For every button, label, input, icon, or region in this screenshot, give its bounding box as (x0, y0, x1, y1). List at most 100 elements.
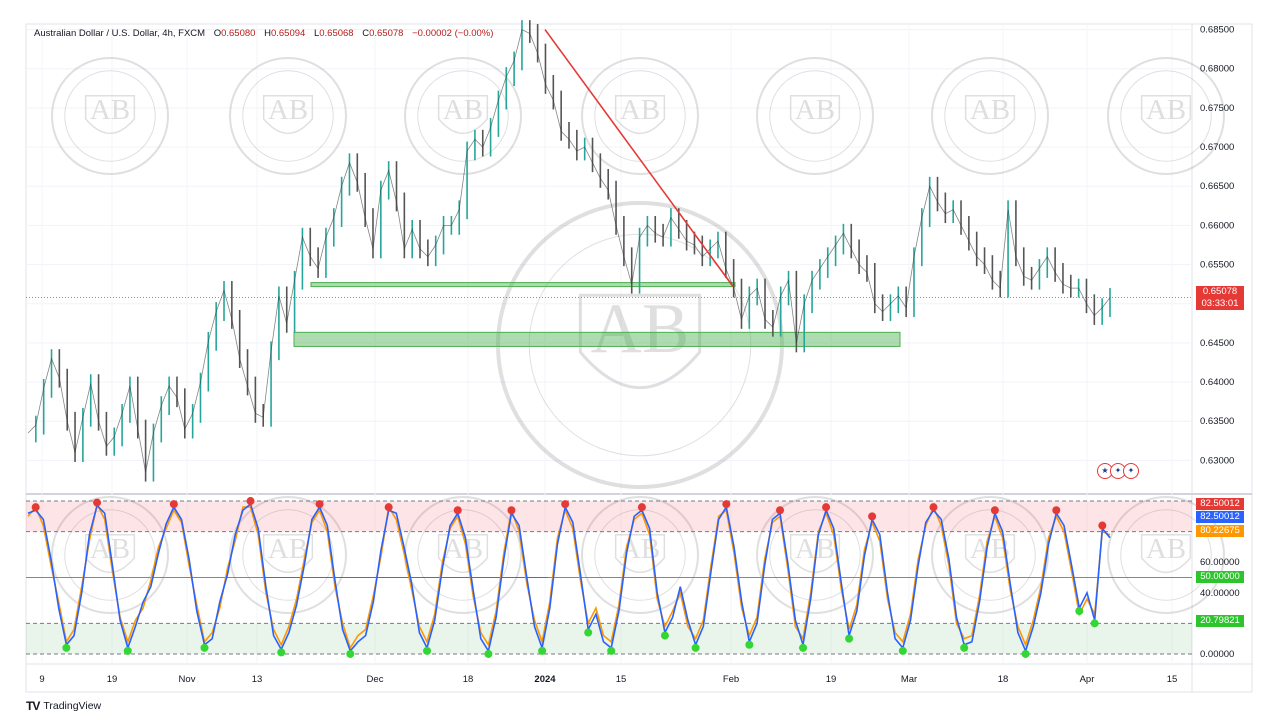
watermark-seal: AB (404, 57, 522, 175)
last-price-value: 0.65078 (1202, 286, 1238, 297)
tradingview-label: TradingView (43, 700, 102, 712)
event-flags[interactable]: ★ ✦ ✦ (1097, 463, 1139, 479)
au-flag-icon[interactable]: ✦ (1123, 463, 1139, 479)
price-tick-label: 0.65500 (1200, 260, 1234, 271)
osc-value-tag[interactable]: 20.79821 (1196, 615, 1244, 627)
price-tick-label: 0.63000 (1200, 455, 1234, 466)
oscillator-series (27, 497, 1111, 658)
watermark-seal: AB (581, 57, 699, 175)
shield-icon (964, 533, 1016, 573)
shield-icon (614, 94, 666, 134)
oversold-dot (62, 643, 71, 652)
watermark-seal: AB (931, 57, 1049, 175)
price-line (27, 29, 1111, 473)
osc-tick-label: 0.00000 (1200, 649, 1234, 660)
time-tick-label: 19 (826, 674, 837, 685)
overbought-dot (1052, 506, 1061, 515)
last-price-tag[interactable]: 0.65078 03:33:01 (1196, 286, 1244, 310)
trendline[interactable] (544, 29, 734, 287)
overbought-dot (776, 506, 785, 515)
seal-ring (229, 57, 347, 175)
oversold-dot (538, 646, 547, 655)
watermark-seal: AB (1107, 496, 1225, 614)
low-label: L (313, 28, 320, 39)
overbought-dot (822, 503, 831, 512)
oscillator-axis[interactable]: 60.00000 40.00000 0.00000 (1200, 557, 1240, 660)
osc-value-tag[interactable]: 50.00000 (1196, 571, 1244, 583)
watermark-initials: AB (1146, 533, 1186, 565)
watermark-initials: AB (443, 533, 483, 565)
time-tick-label: Feb (723, 674, 739, 685)
time-tick-label: 9 (39, 674, 44, 685)
price-tick-label: 0.68000 (1200, 64, 1234, 75)
watermark-seal: AB (756, 57, 874, 175)
seal-ring (1107, 496, 1225, 614)
price-tick-label: 0.66500 (1200, 181, 1234, 192)
price-tick-label: 0.64000 (1200, 377, 1234, 388)
time-tick-label: 19 (107, 674, 118, 685)
time-axis[interactable]: 9 19 Nov 13 Dec 18 2024 15 Feb 19 Mar 18 Apr 15 (39, 674, 1177, 685)
oversold-dot (123, 646, 132, 655)
oversold-dot (660, 631, 669, 640)
overbought-dot (246, 497, 255, 506)
osc-value-tag[interactable]: 82.50012 (1196, 498, 1244, 510)
osc-tick-label: 40.00000 (1200, 588, 1240, 599)
watermark-initials: AB (90, 94, 130, 126)
symbol-legend: Australian Dollar / U.S. Dollar, 4h, FXC… (34, 28, 493, 39)
price-tick-label: 0.66000 (1200, 220, 1234, 231)
seal-ring (756, 496, 874, 614)
close-value: 0.65078 (369, 28, 404, 39)
overbought-dot (93, 498, 102, 507)
support-zone (293, 331, 901, 347)
oscillator-bands (26, 500, 1192, 655)
price-grid (26, 24, 1192, 664)
watermark-initials: AB (268, 94, 308, 126)
oversold-dot (1090, 619, 1099, 628)
price-series (26, 20, 1192, 482)
time-tick-label: 13 (252, 674, 263, 685)
overbought-dot (31, 503, 40, 512)
tradingview-logo-icon: TV (26, 699, 40, 713)
oversold-dot (584, 628, 593, 637)
us-flag-icon[interactable]: ★ (1097, 463, 1113, 479)
time-tick-label: 15 (616, 674, 627, 685)
oversold-dot (745, 640, 754, 649)
seal-inner-ring (417, 70, 509, 162)
seal-ring (581, 496, 699, 614)
time-tick-label: 18 (463, 674, 474, 685)
shield-icon (437, 94, 489, 134)
bar-countdown: 03:33:01 (1201, 298, 1239, 309)
shield-icon (578, 293, 702, 389)
overbought-dot (868, 512, 877, 521)
time-tick-label: 2024 (534, 674, 556, 685)
seal-inner-ring (769, 70, 861, 162)
seal-ring (931, 496, 1049, 614)
shield-icon (789, 94, 841, 134)
watermark-initials: AB (970, 94, 1010, 126)
shield-icon (84, 94, 136, 134)
osc-value-tag[interactable]: 82.50012 (1196, 511, 1244, 523)
seal-ring (581, 57, 699, 175)
oversold-dot (484, 649, 493, 658)
overbought-dot (722, 500, 731, 509)
time-tick-label: 18 (998, 674, 1009, 685)
oscillator-line (27, 502, 1111, 654)
seal-inner-ring (242, 70, 334, 162)
watermark-initials: AB (795, 94, 835, 126)
support-zones (293, 282, 901, 347)
time-tick-label: Nov (179, 674, 196, 685)
shield-icon (262, 533, 314, 573)
price-tick-label: 0.67000 (1200, 142, 1234, 153)
high-label: H (264, 28, 271, 39)
shield-icon (262, 94, 314, 134)
price-tick-label: 0.64500 (1200, 338, 1234, 349)
time-tick-label: 15 (1167, 674, 1178, 685)
overbought-dot (990, 506, 999, 515)
osc-value-tag[interactable]: 80.22675 (1196, 525, 1244, 537)
shield-icon (1140, 533, 1192, 573)
osc-tick-label: 60.00000 (1200, 557, 1240, 568)
oversold-dot (423, 646, 432, 655)
tradingview-brand[interactable]: TV TradingView (26, 699, 101, 713)
watermark-seal: AB (1107, 57, 1225, 175)
